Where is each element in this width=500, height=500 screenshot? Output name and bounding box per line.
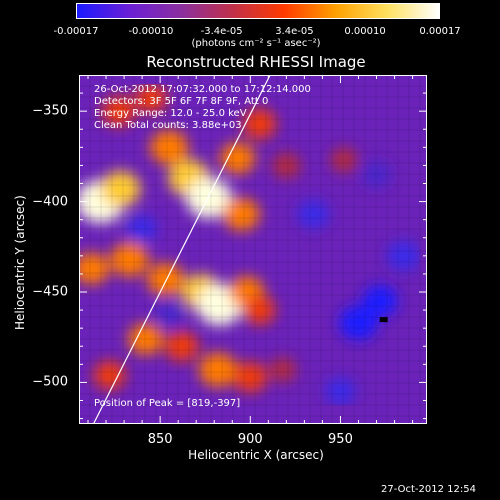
emission-source	[154, 300, 184, 327]
emission-source	[101, 96, 136, 127]
colorbar-tick-label: 0.00017	[419, 26, 461, 37]
emission-source	[243, 295, 276, 325]
emission-source	[339, 305, 378, 341]
emission-source	[297, 199, 330, 229]
emission-source	[271, 152, 301, 179]
heatmap-plot	[79, 75, 427, 424]
colorbar-tick-label: -0.00010	[128, 26, 174, 37]
timestamp: 27-Oct-2012 12:54	[381, 484, 476, 495]
emission-source	[100, 170, 141, 207]
emission-source	[198, 352, 238, 388]
emission-source	[164, 331, 199, 362]
emission-source	[135, 84, 168, 113]
colorbar-tick-label: 3.4e-05	[275, 26, 314, 37]
x-tick-label: 900	[237, 432, 263, 447]
info-time-range: 26-Oct-2012 17:07:32.000 to 17:12:14.000	[94, 84, 311, 95]
emission-source	[362, 285, 398, 317]
emission-source	[330, 147, 358, 173]
emission-source	[242, 108, 277, 139]
solar-limb-line	[92, 75, 271, 424]
emission-source	[93, 360, 126, 390]
y-tick-label: −450	[32, 284, 68, 300]
colorbar-tick-label: 0.00010	[344, 26, 386, 37]
y-axis-label: Heliocentric Y (arcsec)	[13, 195, 27, 330]
peak-marker	[379, 317, 388, 323]
emission-source	[386, 240, 421, 271]
emission-source	[269, 357, 297, 382]
emission-source	[149, 130, 189, 165]
emission-source	[186, 177, 232, 219]
info-detectors: Detectors: 3F 5F 6F 7F 8F 9F, Att 0	[94, 96, 269, 107]
x-tick-label: 950	[328, 432, 353, 447]
colorbar	[76, 3, 440, 19]
colorbar-tick-label: -0.00017	[53, 26, 99, 37]
y-tick-label: −350	[32, 103, 68, 119]
emission-source	[362, 161, 391, 188]
colorbar-units: (photons cm⁻² s⁻¹ asec⁻²)	[191, 38, 321, 49]
info-energy-range: Energy Range: 12.0 - 25.0 keV	[94, 108, 247, 119]
y-tick-label: −400	[32, 194, 68, 210]
emission-source	[325, 377, 356, 406]
x-axis-label: Heliocentric X (arcsec)	[188, 448, 324, 462]
chart-title: Reconstructed RHESSI Image	[146, 53, 366, 71]
y-tick-label: −500	[32, 374, 68, 390]
emission-source	[220, 142, 256, 175]
emission-source	[126, 215, 158, 243]
x-tick-label: 850	[147, 432, 173, 447]
emission-source	[233, 361, 268, 393]
emission-source	[128, 323, 164, 355]
info-total-counts: Clean Total counts: 3.88e+03	[94, 120, 242, 131]
peak-position-label: Position of Peak = [819,-397]	[94, 398, 241, 409]
emission-source	[222, 197, 260, 231]
colorbar-tick-label: -3.4e-05	[200, 26, 243, 37]
emission-source	[110, 242, 149, 277]
emission-source	[79, 252, 110, 285]
emission-source	[147, 262, 184, 296]
